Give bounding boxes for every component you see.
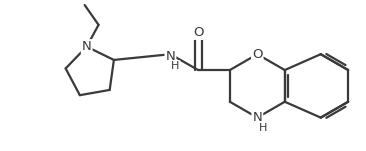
Text: H: H	[259, 122, 268, 133]
Text: N: N	[165, 50, 175, 63]
Text: O: O	[252, 48, 262, 61]
Text: N: N	[253, 111, 262, 124]
Text: N: N	[82, 40, 92, 53]
Text: H: H	[171, 61, 180, 71]
Text: O: O	[193, 26, 203, 39]
